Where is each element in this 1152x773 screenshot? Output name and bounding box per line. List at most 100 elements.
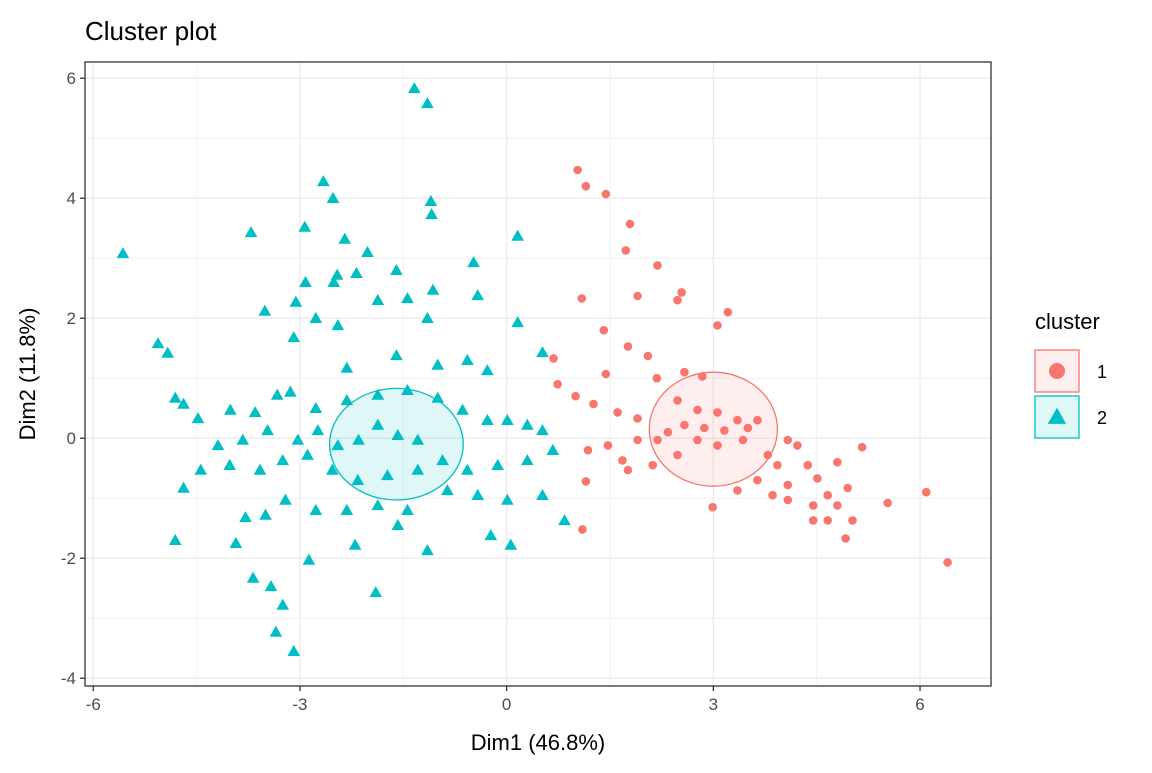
point <box>743 423 753 433</box>
point <box>391 428 405 440</box>
point <box>248 406 262 418</box>
x-tick-label: 0 <box>502 695 511 714</box>
point <box>573 165 582 175</box>
point <box>253 463 267 475</box>
point <box>577 294 587 303</box>
y-tick-label: 6 <box>67 69 76 88</box>
point <box>287 331 301 343</box>
point <box>298 220 312 232</box>
point <box>390 263 403 275</box>
point <box>390 349 403 361</box>
point <box>553 379 562 389</box>
point <box>823 490 833 500</box>
point <box>289 295 303 307</box>
point <box>921 487 931 497</box>
point <box>680 367 689 377</box>
point <box>793 441 802 450</box>
point <box>713 321 722 330</box>
point <box>371 418 385 430</box>
point <box>301 448 314 460</box>
point <box>633 435 642 445</box>
point <box>803 460 813 470</box>
point <box>371 388 385 400</box>
point <box>481 364 494 376</box>
point <box>653 261 662 270</box>
point <box>943 558 952 567</box>
point <box>302 553 316 565</box>
point <box>833 457 842 467</box>
point <box>708 502 717 512</box>
point <box>848 516 857 525</box>
point <box>309 311 323 323</box>
point <box>244 226 258 238</box>
point <box>276 454 290 466</box>
point <box>259 508 272 520</box>
point <box>291 433 305 445</box>
point <box>753 475 762 485</box>
point <box>583 445 593 455</box>
point <box>581 477 591 486</box>
point <box>421 97 434 109</box>
point <box>673 450 682 460</box>
point <box>643 351 653 361</box>
point <box>698 372 707 381</box>
point <box>401 383 414 395</box>
point <box>783 435 793 445</box>
point <box>720 426 729 435</box>
point <box>211 439 225 451</box>
point <box>177 397 190 409</box>
point <box>229 536 243 548</box>
point <box>168 391 182 403</box>
point <box>673 396 682 405</box>
point <box>571 391 580 401</box>
point <box>652 373 662 383</box>
point <box>773 460 782 470</box>
point <box>331 439 345 451</box>
point <box>625 219 635 229</box>
point <box>501 493 514 505</box>
point <box>348 538 362 550</box>
point <box>700 423 709 433</box>
legend-title: cluster <box>1035 309 1100 334</box>
x-tick-label: -6 <box>86 695 101 714</box>
point <box>371 499 385 511</box>
point <box>520 418 534 430</box>
point <box>653 435 662 445</box>
point <box>883 498 892 508</box>
point <box>511 316 525 328</box>
point <box>116 247 130 259</box>
point <box>224 403 237 415</box>
point <box>481 413 494 425</box>
point <box>408 82 421 94</box>
point <box>311 424 325 436</box>
x-tick-label: 6 <box>915 695 924 714</box>
y-tick-label: 0 <box>67 429 76 448</box>
point <box>361 245 374 257</box>
point <box>239 511 252 523</box>
point <box>501 413 514 425</box>
point <box>753 415 762 425</box>
point <box>401 292 414 304</box>
point <box>808 501 818 510</box>
point <box>549 354 558 363</box>
point <box>693 435 702 445</box>
point <box>431 358 445 370</box>
point <box>783 495 793 505</box>
point <box>613 408 622 417</box>
point <box>236 433 250 445</box>
point <box>371 293 385 305</box>
point <box>287 644 301 656</box>
x-axis-label: Dim1 (46.8%) <box>471 730 605 755</box>
point <box>581 181 591 191</box>
point <box>601 369 611 379</box>
point <box>833 501 842 510</box>
point <box>168 533 182 545</box>
point <box>270 388 284 400</box>
point <box>673 295 682 305</box>
point <box>713 408 722 417</box>
point <box>369 586 383 598</box>
point <box>677 288 686 297</box>
point <box>823 516 833 525</box>
